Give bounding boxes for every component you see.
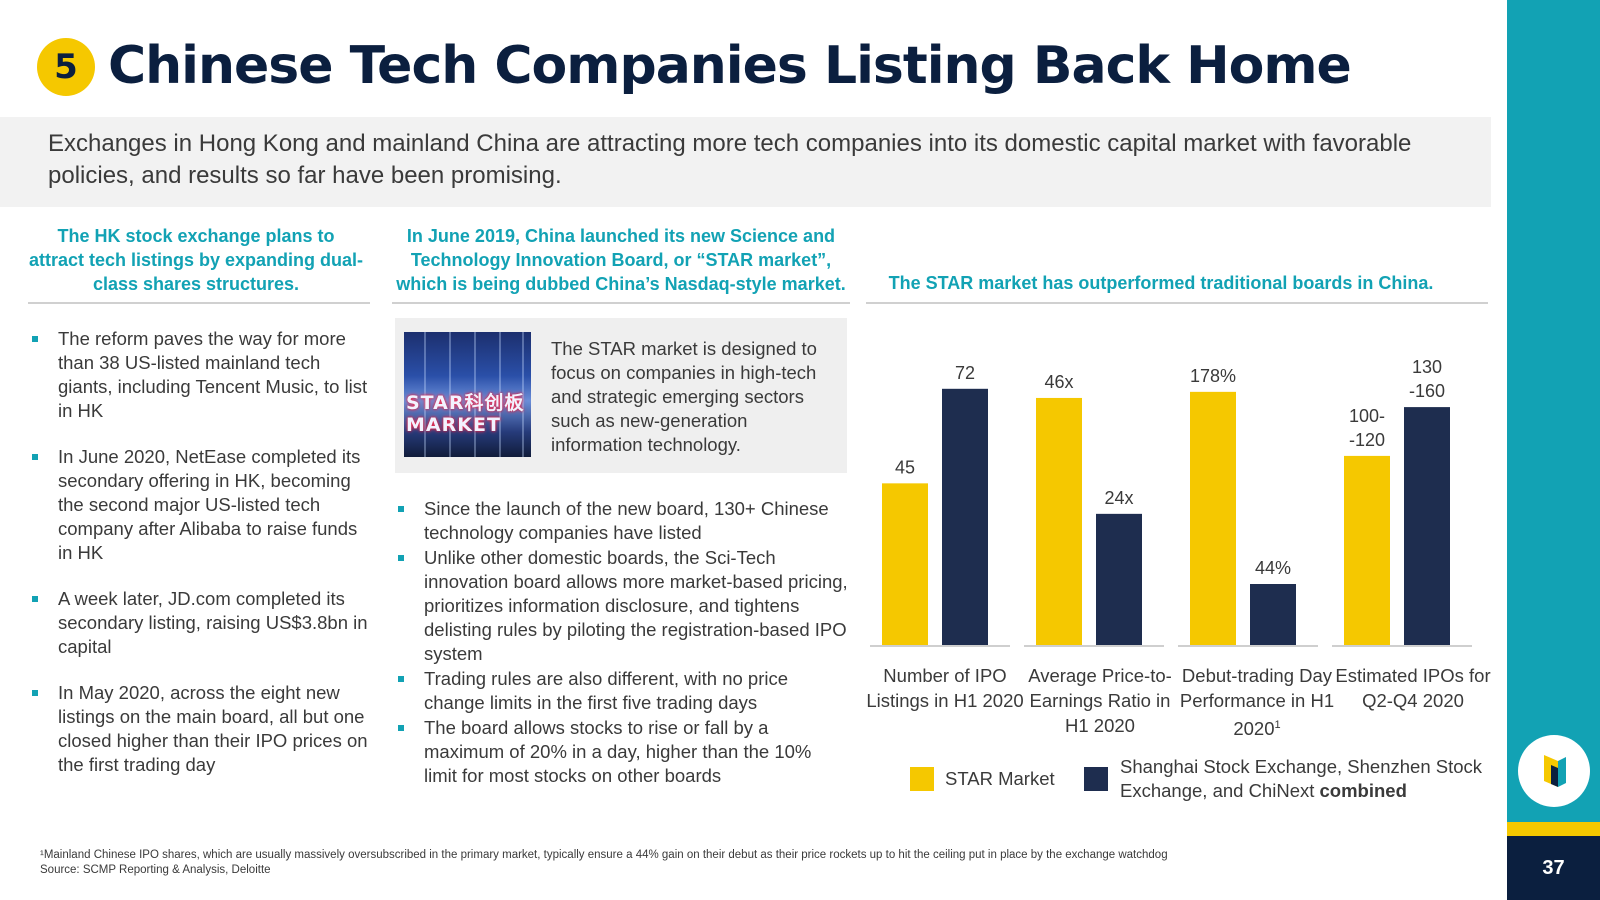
page-number-block [1507, 836, 1600, 900]
category-label-estimated-ipos: Estimated IPOs for Q2-Q4 2020 [1335, 665, 1491, 711]
left-column-heading: The HK stock exchange plans to attract t… [28, 226, 364, 294]
data-label: 130 -160 [1409, 357, 1445, 401]
legend-bold-text: combined [1319, 780, 1407, 801]
star-info-text: The STAR market is designed to focus on … [551, 338, 817, 455]
data-label: 72 [955, 363, 975, 383]
bar-chart: 45 72 46x 24x 178% 44% 100--120 130 -160 [870, 357, 1472, 647]
left-divider [28, 302, 370, 304]
legend-text: Shanghai Stock Exchange, Shenzhen Stock … [1120, 756, 1483, 801]
middle-divider [392, 302, 850, 304]
list-item: In June 2020, NetEase completed its seco… [30, 445, 375, 565]
source-text: Source: SCMP Reporting & Analysis, Deloi… [40, 864, 271, 876]
side-accent-bar [1507, 0, 1600, 822]
page-subtitle: Exchanges in Hong Kong and mainland Chin… [48, 130, 1412, 189]
bar-combined [942, 388, 988, 645]
footnote-text: ¹Mainland Chinese IPO shares, which are … [40, 849, 1168, 861]
subtitle-banner [0, 117, 1491, 207]
data-label: 44% [1255, 558, 1291, 578]
left-bullet-list: The reform paves the way for more than 3… [30, 327, 375, 799]
bar-combined [1096, 513, 1142, 645]
footnote: ¹Mainland Chinese IPO shares, which are … [40, 848, 1168, 878]
list-item: Trading rules are also different, with n… [396, 667, 848, 715]
brand-logo [1518, 735, 1590, 807]
data-label: 178% [1190, 366, 1236, 386]
footnote-marker: 1 [1274, 719, 1281, 731]
list-item: The reform paves the way for more than 3… [30, 327, 375, 423]
list-item: Since the launch of the new board, 130+ … [396, 497, 848, 545]
page-number: 37 [1542, 856, 1565, 879]
star-market-photo: STAR科创板 MARKET [404, 332, 531, 457]
legend-swatch-star [910, 767, 934, 791]
list-item: The board allows stocks to rise or fall … [396, 716, 848, 788]
category-text: Debut-trading Day Performance in H1 2020 [1179, 665, 1335, 740]
bar-combined [1250, 584, 1296, 645]
data-label: 45 [895, 457, 915, 477]
data-label: 24x [1104, 488, 1133, 508]
star-market-sign: STAR科创板 MARKET [406, 392, 525, 436]
legend-label-star: STAR Market [945, 768, 1055, 789]
legend-swatch-combined [1084, 767, 1108, 791]
bar-combined [1404, 407, 1450, 645]
chart-title: The STAR market has outperformed traditi… [888, 273, 1434, 293]
bar-star [1344, 455, 1390, 645]
bar-star [882, 483, 928, 645]
bar-star [1036, 397, 1082, 645]
category-label-ipo-count: Number of IPO Listings in H1 2020 [866, 665, 1024, 711]
list-item: Unlike other domestic boards, the Sci-Te… [396, 546, 848, 666]
category-label-debut-performance: Debut-trading Day Performance in H1 2020… [1177, 663, 1337, 741]
brand-logo-icon [1544, 755, 1566, 787]
side-yellow-strip [1507, 822, 1600, 836]
section-number-badge: 5 [37, 38, 95, 96]
list-item: A week later, JD.com completed its secon… [30, 587, 375, 659]
data-label: 100--120 [1349, 406, 1385, 450]
legend-label-combined: Shanghai Stock Exchange, Shenzhen Stock … [1120, 755, 1490, 803]
middle-bullet-list: Since the launch of the new board, 130+ … [396, 497, 848, 789]
middle-column-heading: In June 2019, China launched its new Sci… [396, 226, 846, 294]
list-item: In May 2020, across the eight new listin… [30, 681, 375, 777]
chart-divider [866, 302, 1488, 304]
page-title: Chinese Tech Companies Listing Back Home [108, 36, 1352, 96]
category-label-pe-ratio: Average Price-to-Earnings Ratio in H1 20… [1028, 665, 1172, 736]
data-label: 46x [1044, 372, 1073, 392]
bar-star [1190, 391, 1236, 645]
